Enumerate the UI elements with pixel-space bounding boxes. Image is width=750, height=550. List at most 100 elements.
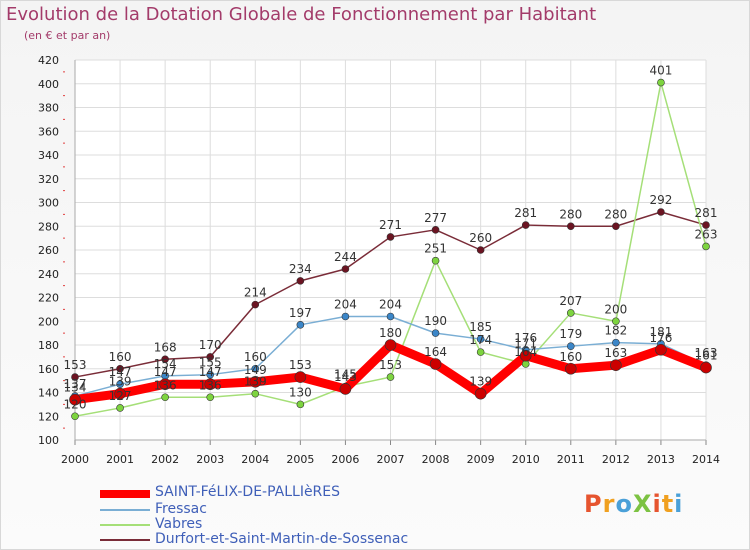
- data-label-3: 153: [64, 358, 87, 372]
- data-point-3: [341, 265, 350, 273]
- data-point-1: [476, 335, 485, 343]
- data-point-3: [206, 353, 215, 361]
- data-label-2: 153: [379, 358, 402, 372]
- legend-label-saint-felix: SAINT-FéLIX-DE-PALLIèRES: [155, 484, 341, 500]
- data-label-2: 174: [469, 333, 492, 347]
- legend-label-vabres: Vabres: [155, 516, 203, 532]
- y-tick-label: 320: [38, 173, 59, 186]
- data-label-0: 161: [695, 349, 718, 363]
- data-label-1: 176: [514, 331, 537, 345]
- legend-swatch-durfort: [100, 539, 150, 541]
- data-label-3: 160: [109, 350, 132, 364]
- data-label-0: 180: [379, 326, 402, 340]
- data-point-2: [612, 317, 620, 326]
- y-tick-label: 360: [38, 125, 59, 138]
- data-label-0: 139: [469, 375, 492, 389]
- data-label-3: 280: [604, 207, 627, 221]
- data-label-1: 204: [379, 298, 402, 312]
- data-point-2: [476, 348, 485, 356]
- chart-title: Evolution de la Dotation Globale de Fonc…: [6, 4, 597, 25]
- chart-subtitle: (en € et par an): [24, 29, 111, 42]
- x-tick-label: 2005: [286, 453, 314, 466]
- data-point-2: [521, 360, 530, 368]
- x-tick-label: 2012: [602, 453, 630, 466]
- data-point-2: [386, 373, 395, 381]
- x-tick-label: 2013: [647, 453, 675, 466]
- data-point-2: [296, 400, 305, 409]
- data-point-0: [655, 343, 667, 356]
- data-label-3: 244: [334, 250, 357, 264]
- data-point-2: [251, 389, 260, 398]
- data-label-2: 145: [334, 368, 357, 382]
- data-label-2: 136: [199, 378, 222, 392]
- data-label-3: 170: [199, 338, 222, 352]
- data-point-2: [566, 309, 575, 317]
- data-point-2: [657, 78, 665, 87]
- data-point-2: [702, 242, 710, 251]
- y-tick-label: 220: [38, 292, 59, 305]
- y-tick-label: 100: [38, 434, 59, 447]
- x-tick-label: 2007: [377, 453, 405, 466]
- data-point-1: [386, 312, 395, 321]
- data-label-0: 147: [199, 365, 222, 379]
- data-label-0: 143: [334, 370, 357, 384]
- data-point-0: [159, 378, 171, 390]
- data-label-3: 281: [695, 206, 718, 220]
- data-point-3: [702, 221, 710, 229]
- data-label-1: 160: [244, 350, 267, 364]
- data-label-1: 197: [289, 306, 312, 320]
- data-label-3: 277: [424, 211, 447, 225]
- data-label-2: 164: [514, 345, 537, 359]
- data-label-1: 163: [695, 346, 718, 360]
- data-label-2: 401: [649, 64, 672, 78]
- data-label-1: 147: [109, 365, 132, 379]
- data-label-3: 260: [469, 231, 492, 245]
- data-point-2: [71, 412, 79, 421]
- data-label-2: 139: [244, 375, 267, 389]
- data-point-1: [116, 380, 124, 388]
- data-label-2: 200: [604, 302, 627, 316]
- data-point-0: [114, 387, 126, 400]
- data-point-0: [474, 387, 487, 400]
- x-tick-label: 2004: [241, 453, 269, 466]
- data-label-3: 292: [649, 193, 672, 207]
- data-point-0: [564, 362, 577, 375]
- data-label-1: 204: [334, 298, 357, 312]
- data-label-3: 271: [379, 218, 402, 232]
- data-point-0: [339, 383, 352, 395]
- data-point-0: [249, 376, 262, 388]
- data-point-3: [612, 222, 620, 231]
- data-point-3: [476, 246, 485, 254]
- data-label-1: 190: [424, 314, 447, 328]
- data-label-2: 207: [559, 294, 582, 308]
- data-label-3: 234: [289, 262, 312, 276]
- x-tick-label: 2009: [467, 453, 495, 466]
- data-label-0: 149: [244, 363, 267, 377]
- data-point-3: [296, 277, 305, 285]
- data-point-3: [251, 300, 260, 309]
- data-label-0: 160: [559, 350, 582, 364]
- y-tick-label: 340: [38, 149, 59, 162]
- data-label-1: 155: [199, 356, 222, 370]
- data-point-0: [700, 361, 712, 374]
- y-tick-label: 260: [38, 244, 59, 257]
- data-label-1: 179: [559, 327, 582, 341]
- legend-label-fressac: Fressac: [155, 501, 207, 517]
- proxiti-logo: ProXiti: [584, 490, 684, 518]
- data-label-3: 168: [154, 340, 177, 354]
- data-label-2: 251: [424, 242, 447, 256]
- data-point-2: [161, 393, 169, 402]
- data-point-0: [384, 339, 397, 351]
- x-tick-label: 2003: [196, 453, 224, 466]
- data-point-3: [431, 226, 440, 234]
- legend-label-durfort: Durfort-et-Saint-Martin-de-Sossenac: [155, 531, 409, 547]
- x-tick-label: 2008: [422, 453, 450, 466]
- y-tick-label: 180: [38, 339, 59, 352]
- data-label-3: 280: [559, 207, 582, 221]
- y-tick-label: 120: [38, 410, 59, 423]
- data-point-0: [610, 359, 622, 371]
- data-label-1: 181: [649, 325, 672, 339]
- data-point-3: [71, 373, 79, 381]
- data-label-1: 137: [64, 377, 87, 391]
